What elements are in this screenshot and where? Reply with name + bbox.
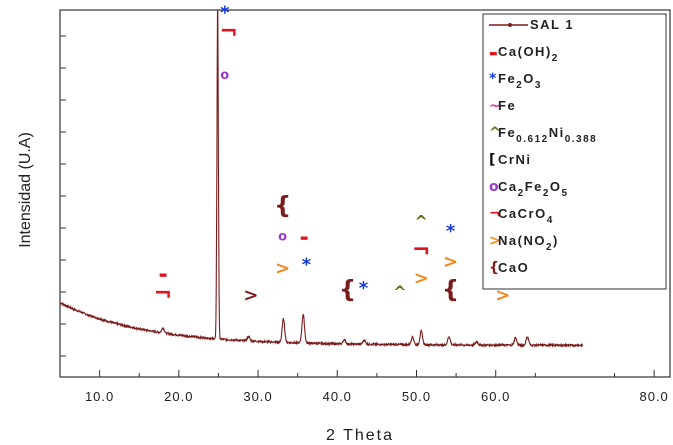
legend: SAL 1▬ Ca(OH)2* Fe2O3~Fe^Fe0.612Ni0.388[Cr… [482,13,667,290]
phase-marker: > [495,285,510,306]
x-axis-tick-labels: 10.0 20.0 30.0 40.0 50.0 60.0 80.0 [85,389,668,404]
legend-label: Na(NO2) [498,233,559,253]
phase-marker: * [359,278,369,299]
legend-label: CaCrO4 [498,206,554,226]
legend-label: SAL 1 [530,17,574,32]
legend-symbol: o [489,179,499,195]
legend-box [482,13,667,290]
x-axis-title: 2 Theta [326,427,394,444]
phase-marker: > [414,268,429,289]
legend-label: Ca(OH)2 [498,44,559,64]
legend-dot-swatch [508,23,512,27]
legend-item: * Fe2O3 [489,71,542,91]
legend-label: Fe0.612Ni0.388 [498,125,597,145]
x-tick-label: 50.0 [402,389,431,404]
legend-symbol: ~ [489,98,501,114]
phase-marker: ¬ [154,282,172,307]
phase-marker: > [243,285,258,306]
phase-marker: { [274,192,291,220]
legend-symbol: > [489,233,501,249]
legend-item: ~Fe [489,98,516,114]
legend-item: >Na(NO2) [489,233,559,253]
phase-marker: * [446,221,456,242]
phase-marker: { [442,276,459,304]
legend-item: [CrNi [489,152,531,168]
legend-item: o Ca2Fe2O5 [489,179,569,199]
legend-label: CrNi [498,152,531,167]
legend-item: SAL 1 [489,17,574,32]
x-axis-ticks [59,370,655,377]
phase-marker: * [220,3,230,24]
phase-marker: ^ [415,212,428,231]
x-tick-label: 40.0 [323,389,352,404]
legend-label: Fe2O3 [498,71,542,91]
legend-label: Ca2Fe2O5 [498,179,569,199]
phase-marker: > [443,251,458,272]
y-axis-title: Intensidad (U.A) [17,132,34,248]
legend-label: Fe [498,98,516,113]
x-tick-label: 20.0 [164,389,193,404]
x-tick-label: 10.0 [85,389,114,404]
legend-item: ^Fe0.612Ni0.388 [489,125,597,145]
phase-marker: ▬ [300,233,309,243]
phase-marker: ¬ [220,20,238,45]
phase-marker: ¬ [412,238,430,263]
legend-symbol: ▬ [489,49,498,59]
phase-marker: ^ [393,283,406,302]
x-tick-label: 30.0 [243,389,272,404]
legend-label: CaO [498,260,529,275]
legend-item: {CaO [489,260,529,276]
phase-marker: o [220,68,229,83]
legend-symbol: [ [489,152,495,168]
plot-frame [59,9,671,378]
phase-marker: > [275,258,290,279]
phase-marker: ▬ [159,270,168,280]
legend-item: ¬CaCrO4 [489,206,554,226]
x-tick-label: 60.0 [481,389,510,404]
legend-symbol: { [489,260,499,276]
legend-symbol: ¬ [489,206,501,222]
phase-marker: { [339,276,356,304]
phase-marker: o [278,229,287,244]
legend-item: ▬ Ca(OH)2 [489,44,559,64]
y-axis-ticks [60,35,66,357]
legend-symbol: ^ [489,125,501,141]
legend-items: SAL 1▬ Ca(OH)2* Fe2O3~Fe^Fe0.612Ni0.388[Cr… [489,17,597,276]
series-line-sal1 [59,10,584,349]
phase-markers: *¬o▬¬>{o>▬*{*^^¬>*>{*~> [154,3,512,307]
phase-marker: * [302,255,312,276]
legend-symbol: * [489,71,497,87]
x-tick-label: 80.0 [639,389,668,404]
